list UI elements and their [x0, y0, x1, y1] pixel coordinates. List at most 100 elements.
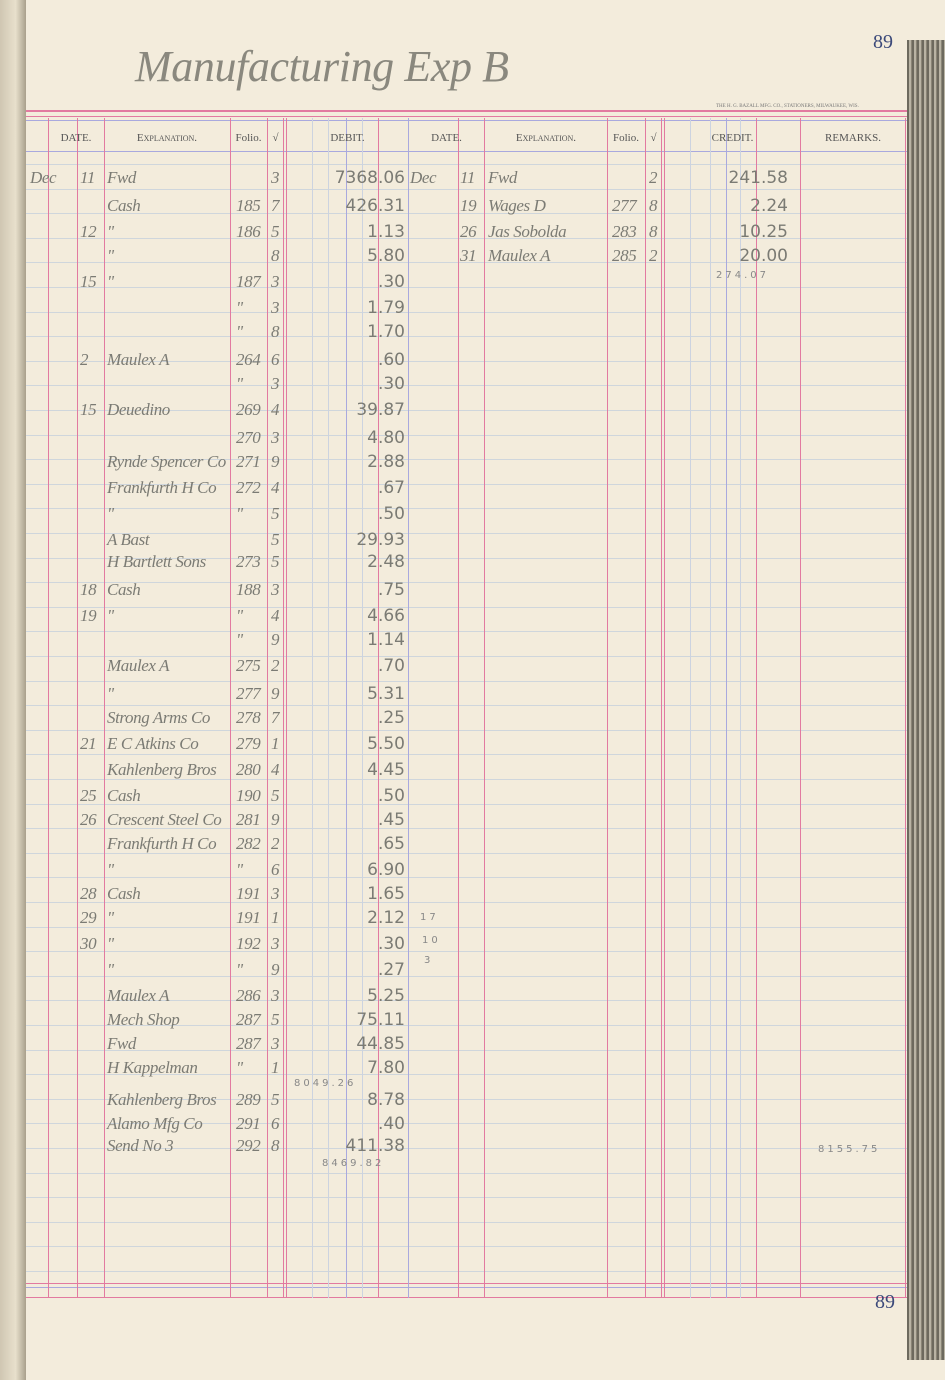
entry-day: 28 — [80, 884, 97, 903]
entry-folio: 272 — [236, 478, 261, 497]
entry-day: 26 — [460, 222, 477, 241]
entry-check: 1 — [271, 734, 280, 753]
header-date: DATE. — [60, 132, 92, 144]
row-rule — [26, 680, 907, 682]
header-rule — [26, 116, 907, 117]
entry-amount: 7368.06 — [334, 168, 405, 188]
entry-check: 3 — [271, 272, 280, 291]
row-rule — [26, 705, 907, 707]
entry-amount: 1.65 — [367, 884, 405, 904]
entry-check: 7 — [271, 708, 280, 727]
row-rule — [26, 729, 907, 731]
entry-explanation: Maulex A — [107, 656, 170, 675]
printer-imprint: THE H. G. BAZALL MFG. CO., STATIONERS, M… — [716, 104, 859, 109]
entry-explanation: E C Atkins Co — [107, 734, 199, 753]
entry-check: 9 — [271, 810, 280, 829]
remarks-pencil-total: 8155.75 — [818, 1144, 881, 1155]
entry-check: 5 — [271, 504, 280, 523]
row-rule — [26, 164, 907, 165]
column-rule — [905, 118, 906, 1298]
entry-folio: " — [236, 1058, 243, 1077]
row-rule — [26, 434, 907, 436]
entry-check: 6 — [271, 1114, 280, 1133]
page-edges — [907, 40, 945, 1360]
entry-check: 3 — [271, 168, 280, 187]
entry-explanation: Rynde Spencer Co — [107, 452, 226, 471]
entry-folio: 280 — [236, 760, 261, 779]
column-rule — [362, 118, 363, 1298]
entry-day: 30 — [80, 934, 97, 953]
row-rule — [26, 336, 907, 338]
entry-check: 3 — [271, 580, 280, 599]
row-rule — [26, 557, 907, 559]
entry-amount: 5.50 — [367, 734, 405, 754]
header-credit: CREDIT. — [711, 132, 754, 144]
row-rule — [26, 828, 907, 830]
entry-check: 9 — [271, 452, 280, 471]
entry-amount: 411.38 — [345, 1136, 405, 1156]
row-rule — [26, 779, 907, 780]
row-rule — [26, 926, 907, 928]
entry-explanation: Mech Shop — [107, 1010, 180, 1029]
entry-check: 8 — [649, 222, 658, 241]
entry-explanation: " — [107, 272, 114, 291]
page-number-top: 89 — [873, 31, 893, 53]
entry-amount: 44.85 — [356, 1034, 405, 1054]
header-check: √ — [272, 132, 279, 144]
entry-explanation: Send No 3 — [107, 1136, 174, 1155]
entry-check: 5 — [271, 1010, 280, 1029]
entry-folio: 285 — [612, 246, 637, 265]
row-rule — [26, 1221, 907, 1223]
entry-folio: 279 — [236, 734, 261, 753]
entry-check: 5 — [271, 552, 280, 571]
header-date-credit: DATE. — [431, 132, 462, 144]
entry-explanation: Maulex A — [107, 350, 170, 369]
entry-folio: " — [236, 606, 243, 625]
row-rule — [26, 606, 907, 608]
column-rule — [690, 118, 691, 1298]
entry-day: 26 — [80, 810, 97, 829]
entry-explanation: Cash — [107, 580, 141, 599]
entry-day: 29 — [80, 908, 97, 927]
row-rule — [26, 877, 907, 879]
column-rule — [286, 118, 287, 1298]
entry-explanation: Maulex A — [488, 246, 551, 265]
entry-check: 8 — [271, 246, 280, 265]
entry-day: 19 — [80, 606, 97, 625]
row-rule — [26, 902, 907, 903]
entry-check: 9 — [271, 960, 280, 979]
header-rule — [26, 1283, 907, 1284]
entry-explanation: Strong Arms Co — [107, 708, 211, 727]
entry-explanation: Kahlenberg Bros — [107, 1090, 217, 1109]
row-rule — [26, 262, 907, 264]
entry-check: 8 — [649, 196, 658, 215]
row-rule — [26, 1049, 907, 1051]
entry-amount: 75.11 — [356, 1010, 405, 1030]
entry-amount: .60 — [377, 350, 405, 370]
row-rule — [26, 459, 907, 461]
header-rule — [26, 1297, 907, 1298]
row-rule — [26, 188, 907, 190]
row-rule — [26, 852, 907, 854]
row-rule — [26, 1123, 907, 1125]
entry-explanation: Fwd — [107, 168, 137, 187]
header-remarks: REMARKS. — [825, 132, 881, 144]
row-rule — [26, 582, 907, 584]
entry-day: 31 — [460, 246, 477, 265]
entry-check: 5 — [271, 786, 280, 805]
column-rule — [661, 118, 662, 1298]
entry-check: 1 — [271, 908, 280, 927]
entry-folio: 277 — [236, 684, 261, 703]
entry-amount: .50 — [377, 786, 405, 806]
debit-pencil-total: 8469.82 — [322, 1158, 385, 1169]
pencil-note: 17 — [420, 912, 439, 923]
entry-month: Dec — [410, 168, 437, 187]
book-gutter — [0, 0, 26, 1380]
pencil-note: 10 — [422, 935, 441, 946]
entry-check: 4 — [271, 400, 280, 419]
entry-explanation: Alamo Mfg Co — [107, 1114, 203, 1133]
entry-folio: " — [236, 504, 243, 523]
entry-amount: 1.14 — [367, 630, 405, 650]
entry-folio: 291 — [236, 1114, 261, 1133]
